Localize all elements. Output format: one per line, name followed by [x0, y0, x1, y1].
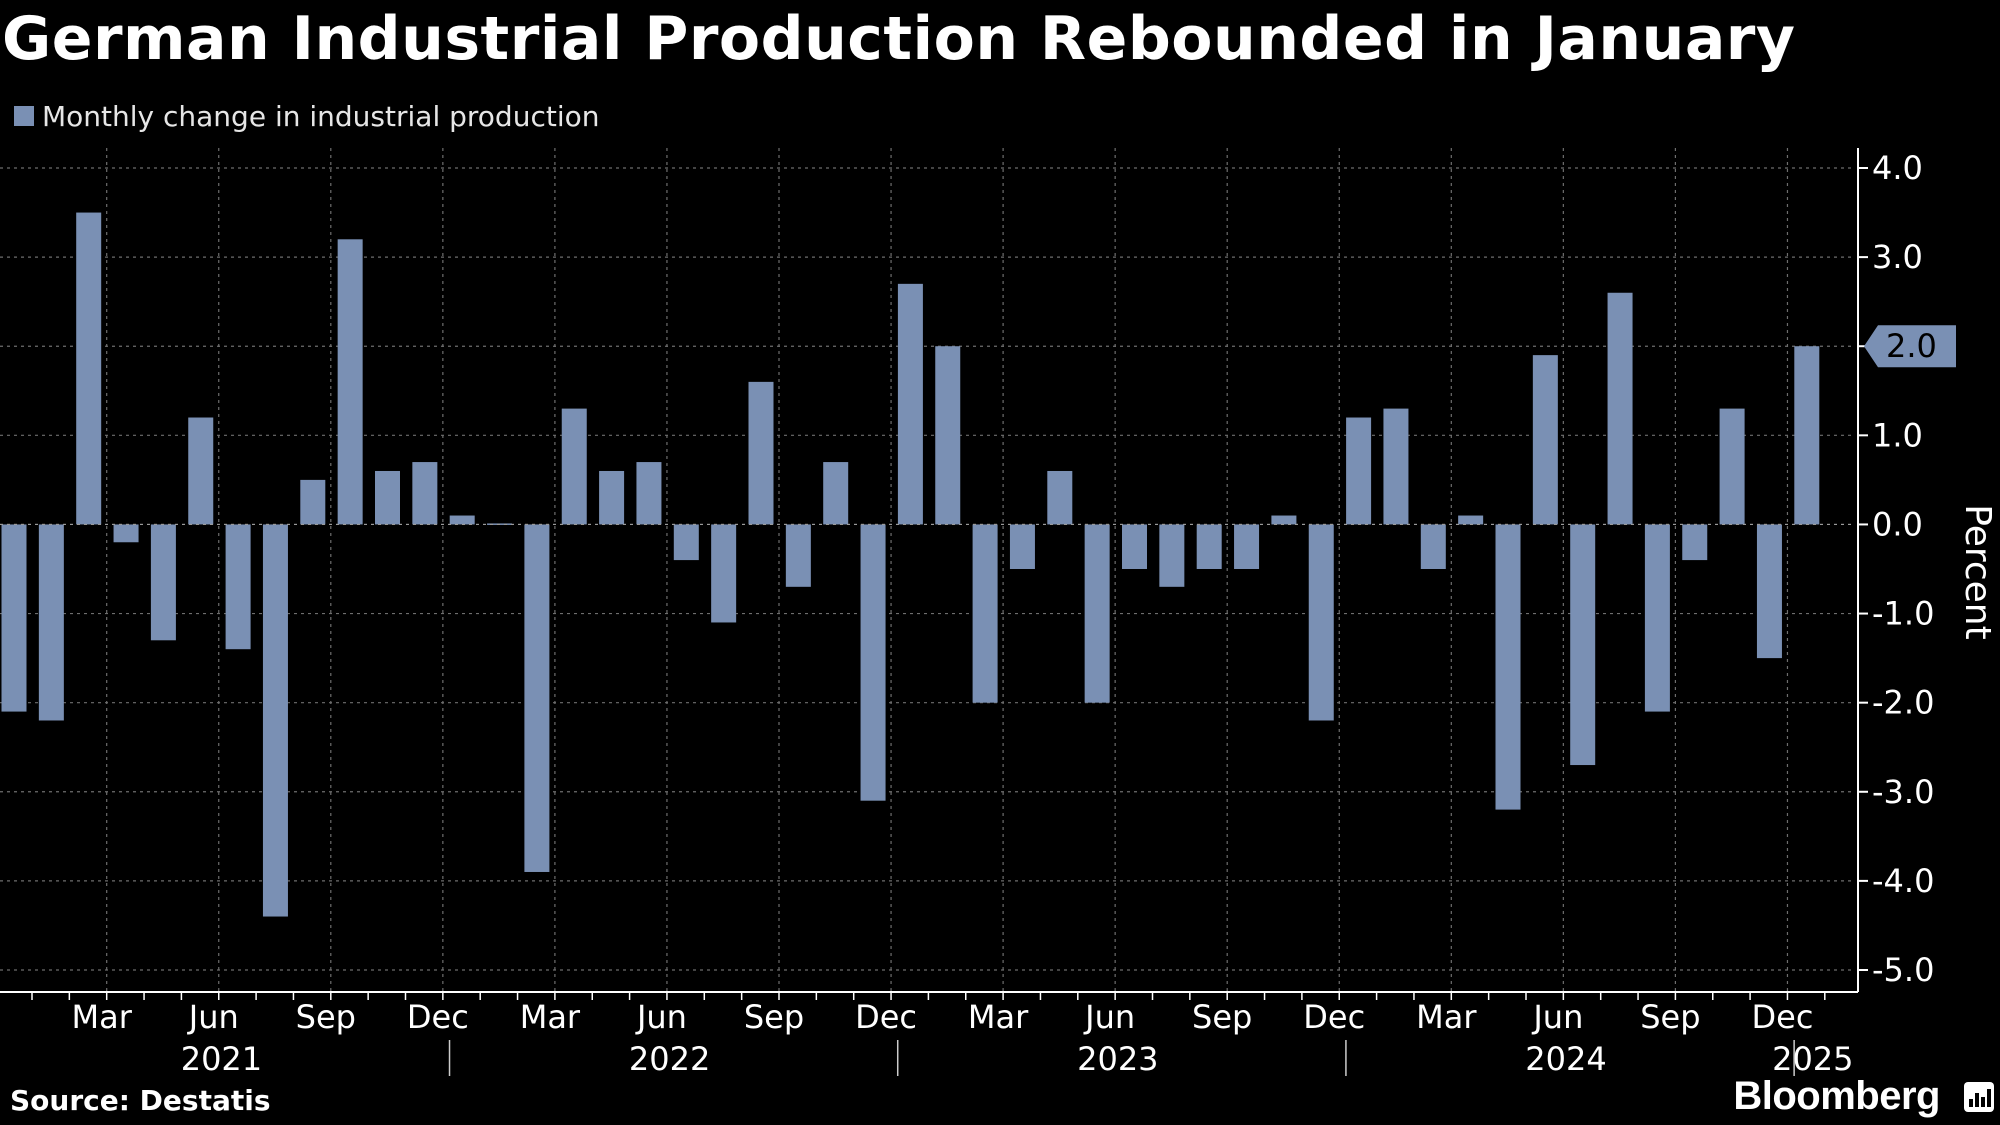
y-tick-label: 1.0 — [1872, 416, 1923, 454]
bar — [673, 524, 699, 561]
y-tick-label: 0.0 — [1872, 505, 1923, 543]
x-year-label: 2021 — [181, 1040, 262, 1078]
bar — [449, 515, 475, 525]
bar — [1719, 408, 1745, 525]
last-value-tag — [1864, 325, 1956, 368]
bar — [225, 524, 251, 650]
bar — [1570, 524, 1596, 766]
bar — [972, 524, 998, 703]
brand-logo: Bloomberg — [1733, 1074, 1940, 1118]
bar — [188, 417, 214, 525]
x-year-label: 2023 — [1077, 1040, 1158, 1078]
y-tick-label: 3.0 — [1872, 238, 1923, 276]
x-year-label: 2024 — [1525, 1040, 1606, 1078]
y-tick-label: -2.0 — [1872, 684, 1934, 722]
bar — [1420, 524, 1446, 569]
legend-label: Monthly change in industrial production — [42, 99, 600, 133]
y-axis-title: Percent — [1957, 504, 1998, 639]
bar — [1495, 524, 1521, 810]
bar — [1756, 524, 1782, 659]
bar — [1346, 417, 1372, 525]
y-tick-label: -4.0 — [1872, 862, 1934, 900]
last-value-label: 2.0 — [1886, 327, 1937, 365]
bar — [1009, 524, 1035, 569]
legend: Monthly change in industrial production — [14, 99, 600, 133]
bar — [1308, 524, 1334, 721]
bar — [1794, 346, 1820, 525]
x-tick-label: Dec — [407, 998, 469, 1036]
bar — [897, 283, 923, 525]
bar — [113, 524, 139, 543]
y-tick-label: 4.0 — [1872, 149, 1923, 187]
y-tick-label: -1.0 — [1872, 595, 1934, 633]
bar — [785, 524, 811, 587]
bar — [1, 524, 27, 712]
bar — [823, 462, 849, 525]
chart-title: German Industrial Production Rebounded i… — [2, 4, 1796, 74]
bar — [860, 524, 886, 801]
x-tick-label: Sep — [1192, 998, 1252, 1036]
bar — [524, 524, 550, 872]
x-tick-label: Dec — [1303, 998, 1365, 1036]
bar — [1644, 524, 1670, 712]
x-tick-label: Dec — [1751, 998, 1813, 1036]
x-tick-label: Mar — [520, 998, 581, 1036]
bar — [1682, 524, 1708, 561]
bar — [1084, 524, 1110, 703]
bar — [1271, 515, 1297, 525]
bar — [412, 462, 438, 525]
bar — [1607, 292, 1633, 525]
x-tick-label: Sep — [1640, 998, 1700, 1036]
x-year-label: 2022 — [629, 1040, 710, 1078]
bar — [711, 524, 737, 623]
x-tick-label: Mar — [1416, 998, 1477, 1036]
legend-swatch — [14, 106, 34, 126]
bar — [1532, 355, 1558, 525]
bar — [1047, 470, 1073, 525]
x-tick-label: Mar — [72, 998, 133, 1036]
bar — [150, 524, 176, 641]
x-tick-label: Sep — [296, 998, 356, 1036]
bar — [1122, 524, 1147, 569]
bar — [748, 381, 774, 525]
x-tick-label: Jun — [635, 998, 687, 1036]
x-year-label: 2025 — [1772, 1040, 1853, 1078]
x-tick-label: Jun — [1083, 998, 1135, 1036]
bloomberg-chart-icon — [1964, 1082, 1994, 1112]
x-tick-label: Jun — [187, 998, 239, 1036]
bar — [337, 239, 363, 525]
x-tick-label: Jun — [1531, 998, 1583, 1036]
bar — [1159, 524, 1185, 587]
bar — [375, 470, 400, 525]
bar — [76, 212, 102, 525]
bar — [1383, 408, 1409, 525]
bar — [935, 346, 961, 525]
x-tick-label: Mar — [968, 998, 1029, 1036]
bar — [300, 479, 326, 525]
y-tick-label: -5.0 — [1872, 951, 1934, 989]
bar — [1196, 524, 1222, 569]
source-note: Source: Destatis — [10, 1084, 271, 1117]
bar — [636, 462, 662, 525]
bar — [1234, 524, 1260, 569]
x-tick-label: Dec — [855, 998, 917, 1036]
bar — [1458, 515, 1484, 525]
x-tick-label: Sep — [744, 998, 804, 1036]
bar — [38, 524, 64, 721]
bar — [599, 470, 625, 525]
bar — [561, 408, 587, 525]
bar — [262, 524, 288, 917]
y-tick-label: -3.0 — [1872, 773, 1934, 811]
